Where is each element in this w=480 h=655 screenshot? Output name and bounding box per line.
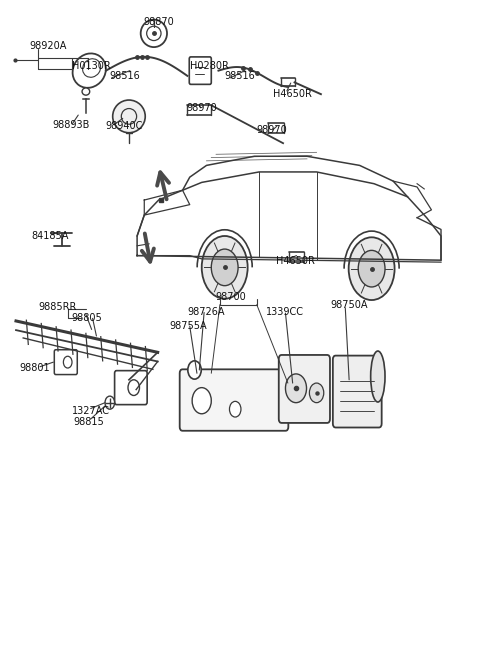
Text: 98970: 98970 (186, 103, 217, 113)
Text: 98516: 98516 (110, 71, 141, 81)
Text: 98516: 98516 (225, 71, 255, 81)
FancyBboxPatch shape (180, 369, 288, 431)
Text: 98726A: 98726A (187, 307, 225, 318)
Text: 98920A: 98920A (29, 41, 67, 51)
Text: 98700: 98700 (215, 292, 246, 303)
Text: 98750A: 98750A (330, 300, 368, 310)
Text: 98815: 98815 (73, 417, 104, 427)
Text: 98893B: 98893B (52, 120, 90, 130)
Text: 98970: 98970 (257, 125, 288, 135)
Text: 98940C: 98940C (105, 121, 143, 131)
Text: 98755A: 98755A (169, 320, 207, 331)
Text: 98870: 98870 (144, 16, 174, 27)
Text: H4650R: H4650R (276, 256, 315, 266)
Circle shape (188, 361, 201, 379)
Text: H0130R: H0130R (72, 61, 110, 71)
Text: H0280R: H0280R (190, 61, 228, 71)
Circle shape (348, 237, 395, 300)
Text: 9885RR: 9885RR (38, 302, 76, 312)
Ellipse shape (371, 351, 385, 402)
FancyBboxPatch shape (279, 355, 330, 423)
Ellipse shape (113, 100, 145, 133)
Text: 98805: 98805 (72, 313, 102, 324)
Circle shape (192, 388, 211, 414)
Circle shape (211, 249, 238, 286)
Circle shape (310, 383, 324, 403)
Text: 1339CC: 1339CC (266, 307, 304, 317)
Circle shape (202, 236, 248, 299)
Text: 1327AC: 1327AC (72, 405, 109, 415)
Text: 84185A: 84185A (32, 231, 69, 241)
Circle shape (105, 396, 115, 409)
Circle shape (358, 250, 385, 287)
Circle shape (229, 402, 241, 417)
FancyBboxPatch shape (333, 356, 382, 428)
Text: 98801: 98801 (19, 363, 49, 373)
Circle shape (286, 374, 307, 403)
Ellipse shape (82, 88, 90, 95)
Text: H4650R: H4650R (273, 88, 312, 98)
